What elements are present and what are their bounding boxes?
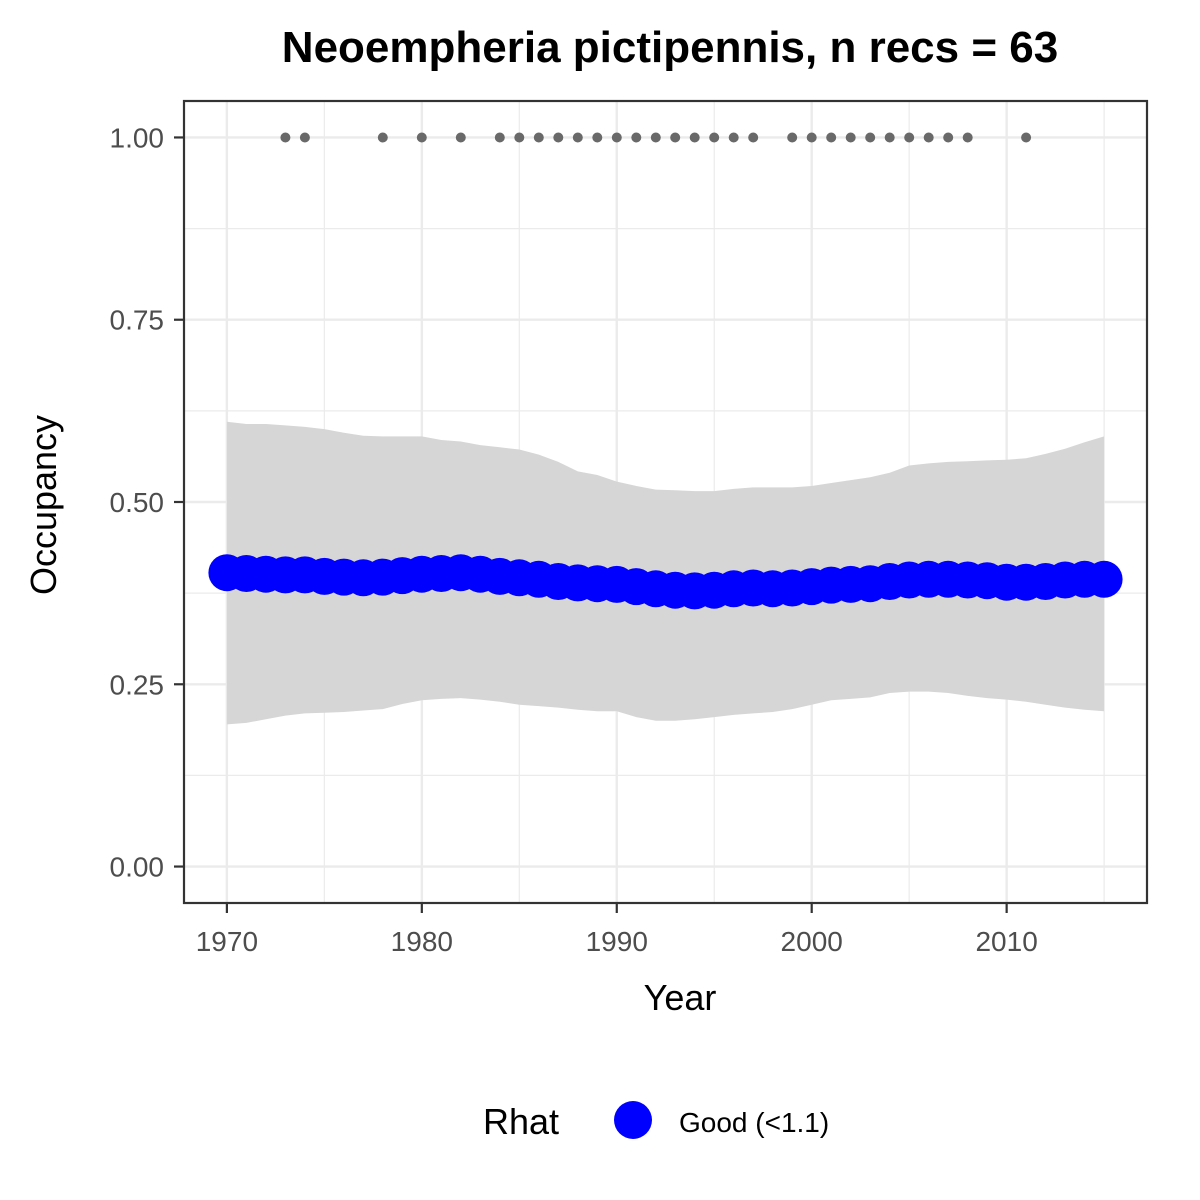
record-point [728,132,739,143]
record-point [299,132,310,143]
x-tick-label: 2010 [975,926,1037,957]
record-point [533,132,544,143]
occupancy-points-layer [208,554,1123,610]
record-point [494,132,505,143]
record-point [748,132,759,143]
record-point [455,132,466,143]
record-point [670,132,681,143]
record-point [923,132,934,143]
record-point [943,132,954,143]
x-axis: 1970 1980 1990 2000 2010 [196,903,1038,957]
y-tick-label: 0.50 [110,487,165,518]
legend-label-good: Good (<1.1) [679,1107,829,1138]
record-point [787,132,798,143]
y-tick-label: 0.25 [110,669,165,700]
record-point [709,132,720,143]
record-point [845,132,856,143]
record-point [865,132,876,143]
record-point [631,132,642,143]
legend: Rhat Good (<1.1) [483,1101,829,1142]
y-tick-label: 0.00 [110,852,165,883]
record-point [650,132,661,143]
record-point [962,132,973,143]
legend-key-good [614,1101,652,1139]
record-point [904,132,915,143]
y-axis-title: Occupancy [23,415,64,595]
record-point [377,132,388,143]
record-point [826,132,837,143]
x-tick-label: 2000 [781,926,843,957]
record-point [1021,132,1032,143]
y-tick-label: 1.00 [110,122,165,153]
record-point [553,132,564,143]
record-point [689,132,700,143]
record-point [611,132,622,143]
record-point [572,132,583,143]
record-point [280,132,291,143]
y-tick-label: 0.75 [110,305,165,336]
record-point [592,132,603,143]
record-point [884,132,895,143]
occupancy-point [1085,560,1123,598]
x-tick-label: 1980 [391,926,453,957]
x-tick-label: 1970 [196,926,258,957]
record-point [514,132,525,143]
x-tick-label: 1990 [586,926,648,957]
record-point [806,132,817,143]
legend-title: Rhat [483,1101,559,1142]
chart-title: Neoempheria pictipennis, n recs = 63 [282,23,1058,72]
y-axis: 0.00 0.25 0.50 0.75 1.00 [110,122,184,883]
record-point [416,132,427,143]
x-axis-title: Year [644,977,717,1018]
records-layer [280,132,1032,143]
